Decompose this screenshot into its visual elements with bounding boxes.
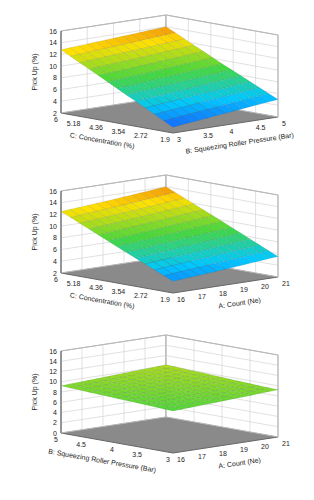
svg-text:20: 20 bbox=[261, 443, 269, 450]
svg-text:6: 6 bbox=[54, 116, 58, 123]
svg-text:3: 3 bbox=[166, 456, 170, 463]
svg-text:3.5: 3.5 bbox=[132, 451, 142, 458]
svg-text:8: 8 bbox=[53, 74, 57, 81]
svg-text:8: 8 bbox=[53, 389, 57, 396]
svg-text:C: Concentration (%): C: Concentration (%) bbox=[69, 291, 135, 310]
svg-text:4.36: 4.36 bbox=[89, 284, 103, 291]
svg-text:3.54: 3.54 bbox=[112, 128, 126, 135]
svg-text:5: 5 bbox=[54, 436, 58, 443]
svg-text:6: 6 bbox=[53, 246, 57, 253]
svg-text:20: 20 bbox=[261, 283, 269, 290]
svg-text:6: 6 bbox=[53, 86, 57, 93]
svg-text:5.18: 5.18 bbox=[67, 120, 81, 127]
svg-text:2: 2 bbox=[53, 419, 57, 426]
svg-text:16: 16 bbox=[177, 456, 185, 463]
svg-text:14: 14 bbox=[49, 199, 57, 206]
svg-text:19: 19 bbox=[240, 286, 248, 293]
svg-text:2.72: 2.72 bbox=[134, 132, 148, 139]
svg-text:2.72: 2.72 bbox=[134, 292, 148, 299]
svg-text:Pick Up (%): Pick Up (%) bbox=[31, 54, 39, 91]
svg-text:4.36: 4.36 bbox=[89, 124, 103, 131]
svg-text:4: 4 bbox=[53, 98, 57, 105]
svg-text:B: Squeezing Roller Pressure (: B: Squeezing Roller Pressure (Bar) bbox=[48, 447, 157, 474]
svg-text:4.5: 4.5 bbox=[76, 441, 86, 448]
svg-text:3.5: 3.5 bbox=[203, 132, 213, 139]
svg-text:6: 6 bbox=[54, 276, 58, 283]
svg-text:5.18: 5.18 bbox=[67, 280, 81, 287]
svg-text:10: 10 bbox=[49, 63, 57, 70]
svg-text:12: 12 bbox=[49, 51, 57, 58]
svg-text:10: 10 bbox=[49, 223, 57, 230]
svg-text:12: 12 bbox=[49, 211, 57, 218]
svg-text:21: 21 bbox=[282, 280, 290, 287]
svg-text:16: 16 bbox=[177, 296, 185, 303]
svg-text:0: 0 bbox=[53, 429, 57, 437]
svg-text:2: 2 bbox=[53, 269, 57, 277]
svg-text:C: Concentration (%): C: Concentration (%) bbox=[69, 131, 135, 150]
svg-text:3.54: 3.54 bbox=[112, 288, 126, 295]
svg-text:4: 4 bbox=[110, 446, 114, 453]
svg-text:3: 3 bbox=[177, 136, 181, 143]
svg-text:14: 14 bbox=[49, 358, 57, 365]
svg-text:4.5: 4.5 bbox=[256, 124, 266, 131]
svg-text:18: 18 bbox=[219, 450, 227, 457]
svg-text:Pick Up (%): Pick Up (%) bbox=[31, 374, 39, 411]
svg-text:1.9: 1.9 bbox=[160, 136, 170, 143]
svg-text:4: 4 bbox=[53, 258, 57, 265]
svg-text:16: 16 bbox=[49, 28, 57, 35]
svg-text:4: 4 bbox=[53, 409, 57, 416]
svg-text:2: 2 bbox=[53, 109, 57, 117]
svg-text:8: 8 bbox=[53, 234, 57, 241]
svg-text:1.9: 1.9 bbox=[160, 296, 170, 303]
svg-text:16: 16 bbox=[49, 348, 57, 355]
svg-text:18: 18 bbox=[219, 290, 227, 297]
svg-text:10: 10 bbox=[49, 378, 57, 385]
svg-text:B: Squeezing Roller Pressure (: B: Squeezing Roller Pressure (Bar) bbox=[185, 131, 294, 155]
svg-text:21: 21 bbox=[282, 440, 290, 447]
svg-text:6: 6 bbox=[53, 399, 57, 406]
svg-text:4: 4 bbox=[230, 128, 234, 135]
svg-text:14: 14 bbox=[49, 39, 57, 46]
svg-text:12: 12 bbox=[49, 368, 57, 375]
svg-text:5: 5 bbox=[282, 120, 286, 127]
svg-text:A: Count (Ne): A: Count (Ne) bbox=[218, 456, 262, 470]
svg-text:17: 17 bbox=[198, 453, 206, 460]
svg-text:A: Count (Ne): A: Count (Ne) bbox=[218, 296, 262, 310]
svg-text:Pick Up (%): Pick Up (%) bbox=[31, 214, 39, 251]
svg-text:16: 16 bbox=[49, 188, 57, 195]
svg-text:17: 17 bbox=[198, 293, 206, 300]
svg-text:19: 19 bbox=[240, 446, 248, 453]
